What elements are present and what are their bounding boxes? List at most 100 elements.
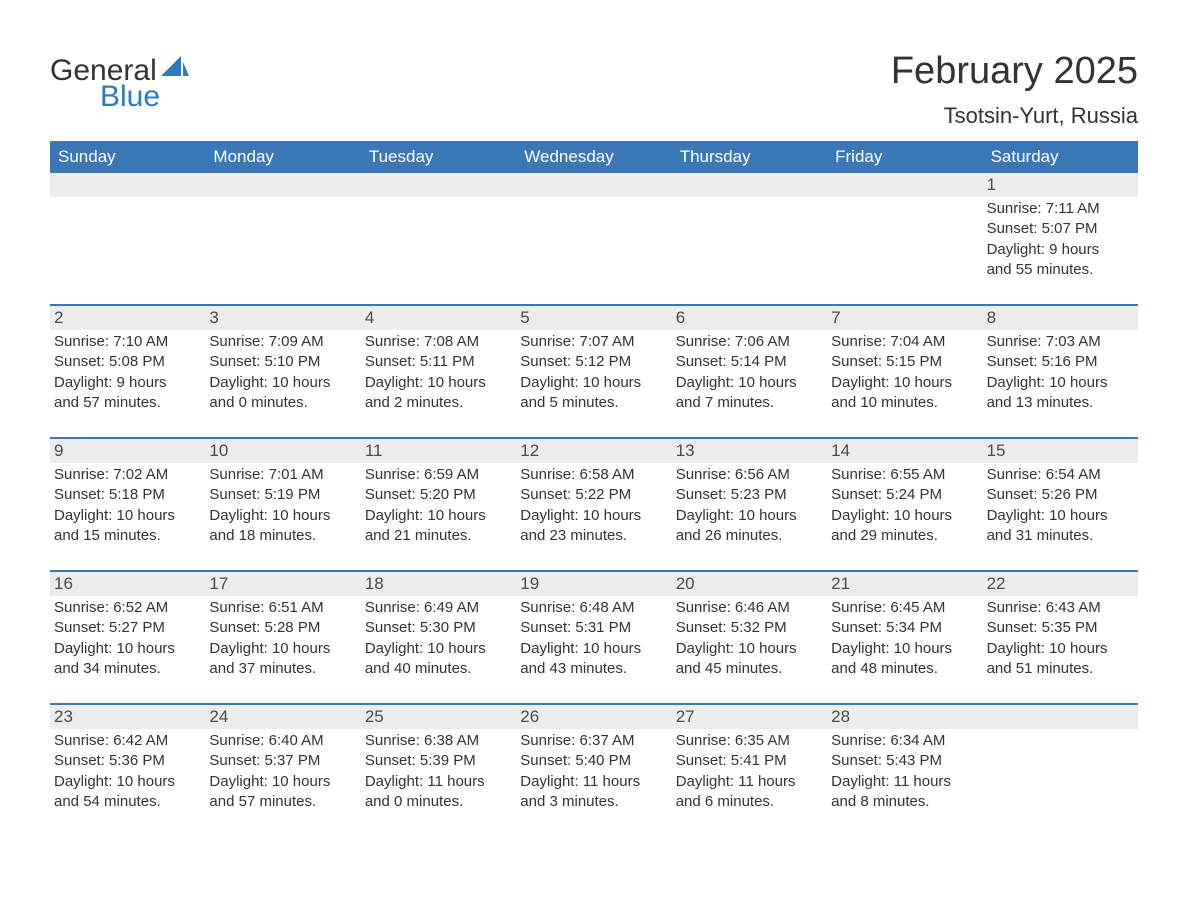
- day-details: Sunrise: 6:35 AMSunset: 5:41 PMDaylight:…: [676, 731, 819, 812]
- daylight-line-1: Daylight: 10 hours: [54, 506, 197, 526]
- day-details: Sunrise: 7:11 AMSunset: 5:07 PMDaylight:…: [987, 199, 1130, 280]
- sunrise-line: Sunrise: 6:45 AM: [831, 598, 974, 618]
- day-number-empty: [983, 705, 1138, 729]
- day-cell: 8Sunrise: 7:03 AMSunset: 5:16 PMDaylight…: [983, 306, 1138, 419]
- day-cell: 10Sunrise: 7:01 AMSunset: 5:19 PMDayligh…: [205, 439, 360, 552]
- daylight-line-1: Daylight: 10 hours: [831, 639, 974, 659]
- daylight-line-1: Daylight: 10 hours: [831, 506, 974, 526]
- sunset-line: Sunset: 5:28 PM: [209, 618, 352, 638]
- day-cell: 6Sunrise: 7:06 AMSunset: 5:14 PMDaylight…: [672, 306, 827, 419]
- daylight-line-1: Daylight: 10 hours: [676, 639, 819, 659]
- sunset-line: Sunset: 5:07 PM: [987, 219, 1130, 239]
- day-cell: 23Sunrise: 6:42 AMSunset: 5:36 PMDayligh…: [50, 705, 205, 818]
- day-cell: 5Sunrise: 7:07 AMSunset: 5:12 PMDaylight…: [516, 306, 671, 419]
- weekday-cell: Sunday: [50, 141, 205, 173]
- week-row: 2Sunrise: 7:10 AMSunset: 5:08 PMDaylight…: [50, 304, 1138, 419]
- daylight-line-2: and 15 minutes.: [54, 526, 197, 546]
- header-row: General Blue February 2025 Tsotsin-Yurt,…: [50, 50, 1138, 129]
- sunrise-line: Sunrise: 6:46 AM: [676, 598, 819, 618]
- day-number-empty: [50, 173, 205, 197]
- day-details: Sunrise: 6:42 AMSunset: 5:36 PMDaylight:…: [54, 731, 197, 812]
- day-cell: 21Sunrise: 6:45 AMSunset: 5:34 PMDayligh…: [827, 572, 982, 685]
- day-details: Sunrise: 6:40 AMSunset: 5:37 PMDaylight:…: [209, 731, 352, 812]
- sunset-line: Sunset: 5:43 PM: [831, 751, 974, 771]
- daylight-line-2: and 10 minutes.: [831, 393, 974, 413]
- daylight-line-1: Daylight: 10 hours: [54, 639, 197, 659]
- sunrise-line: Sunrise: 6:52 AM: [54, 598, 197, 618]
- day-number-empty: [827, 173, 982, 197]
- sunrise-line: Sunrise: 6:37 AM: [520, 731, 663, 751]
- day-cell: 18Sunrise: 6:49 AMSunset: 5:30 PMDayligh…: [361, 572, 516, 685]
- day-number: 3: [205, 306, 360, 330]
- day-cell: [672, 173, 827, 286]
- day-number: 7: [827, 306, 982, 330]
- day-details: Sunrise: 6:56 AMSunset: 5:23 PMDaylight:…: [676, 465, 819, 546]
- daylight-line-2: and 2 minutes.: [365, 393, 508, 413]
- day-number: 9: [50, 439, 205, 463]
- daylight-line-2: and 0 minutes.: [365, 792, 508, 812]
- daylight-line-2: and 40 minutes.: [365, 659, 508, 679]
- day-number: 25: [361, 705, 516, 729]
- day-number: 26: [516, 705, 671, 729]
- sunrise-line: Sunrise: 6:51 AM: [209, 598, 352, 618]
- sunrise-line: Sunrise: 7:04 AM: [831, 332, 974, 352]
- daylight-line-2: and 51 minutes.: [987, 659, 1130, 679]
- sunset-line: Sunset: 5:23 PM: [676, 485, 819, 505]
- sunset-line: Sunset: 5:24 PM: [831, 485, 974, 505]
- logo-sail-icon: [161, 56, 189, 85]
- sunrise-line: Sunrise: 6:35 AM: [676, 731, 819, 751]
- daylight-line-1: Daylight: 11 hours: [520, 772, 663, 792]
- daylight-line-2: and 8 minutes.: [831, 792, 974, 812]
- daylight-line-1: Daylight: 10 hours: [676, 506, 819, 526]
- sunset-line: Sunset: 5:12 PM: [520, 352, 663, 372]
- day-number: 16: [50, 572, 205, 596]
- daylight-line-1: Daylight: 10 hours: [365, 373, 508, 393]
- day-details: Sunrise: 7:10 AMSunset: 5:08 PMDaylight:…: [54, 332, 197, 413]
- day-cell: 26Sunrise: 6:37 AMSunset: 5:40 PMDayligh…: [516, 705, 671, 818]
- sunset-line: Sunset: 5:30 PM: [365, 618, 508, 638]
- day-number: 17: [205, 572, 360, 596]
- day-details: Sunrise: 7:09 AMSunset: 5:10 PMDaylight:…: [209, 332, 352, 413]
- calendar-page: General Blue February 2025 Tsotsin-Yurt,…: [0, 0, 1188, 848]
- day-details: Sunrise: 7:07 AMSunset: 5:12 PMDaylight:…: [520, 332, 663, 413]
- day-number-empty: [672, 173, 827, 197]
- week-row: 9Sunrise: 7:02 AMSunset: 5:18 PMDaylight…: [50, 437, 1138, 552]
- day-number: 18: [361, 572, 516, 596]
- logo-text-block: General Blue: [50, 56, 189, 112]
- daylight-line-1: Daylight: 10 hours: [520, 506, 663, 526]
- day-number: 11: [361, 439, 516, 463]
- sunset-line: Sunset: 5:39 PM: [365, 751, 508, 771]
- day-cell: 22Sunrise: 6:43 AMSunset: 5:35 PMDayligh…: [983, 572, 1138, 685]
- sunrise-line: Sunrise: 6:40 AM: [209, 731, 352, 751]
- day-details: Sunrise: 6:34 AMSunset: 5:43 PMDaylight:…: [831, 731, 974, 812]
- sunrise-line: Sunrise: 6:56 AM: [676, 465, 819, 485]
- day-details: Sunrise: 6:48 AMSunset: 5:31 PMDaylight:…: [520, 598, 663, 679]
- sunrise-line: Sunrise: 6:55 AM: [831, 465, 974, 485]
- title-block: February 2025 Tsotsin-Yurt, Russia: [891, 50, 1138, 129]
- daylight-line-1: Daylight: 10 hours: [520, 639, 663, 659]
- daylight-line-2: and 23 minutes.: [520, 526, 663, 546]
- weeks-container: 1Sunrise: 7:11 AMSunset: 5:07 PMDaylight…: [50, 173, 1138, 818]
- day-details: Sunrise: 6:38 AMSunset: 5:39 PMDaylight:…: [365, 731, 508, 812]
- daylight-line-2: and 7 minutes.: [676, 393, 819, 413]
- sunrise-line: Sunrise: 6:38 AM: [365, 731, 508, 751]
- day-number: 19: [516, 572, 671, 596]
- day-cell: 13Sunrise: 6:56 AMSunset: 5:23 PMDayligh…: [672, 439, 827, 552]
- weekday-cell: Saturday: [983, 141, 1138, 173]
- day-cell: 17Sunrise: 6:51 AMSunset: 5:28 PMDayligh…: [205, 572, 360, 685]
- day-details: Sunrise: 7:03 AMSunset: 5:16 PMDaylight:…: [987, 332, 1130, 413]
- day-number-empty: [516, 173, 671, 197]
- day-number: 13: [672, 439, 827, 463]
- sunrise-line: Sunrise: 6:34 AM: [831, 731, 974, 751]
- day-details: Sunrise: 6:37 AMSunset: 5:40 PMDaylight:…: [520, 731, 663, 812]
- day-details: Sunrise: 6:43 AMSunset: 5:35 PMDaylight:…: [987, 598, 1130, 679]
- week-row: 1Sunrise: 7:11 AMSunset: 5:07 PMDaylight…: [50, 173, 1138, 286]
- day-cell: [361, 173, 516, 286]
- day-cell: 24Sunrise: 6:40 AMSunset: 5:37 PMDayligh…: [205, 705, 360, 818]
- sunset-line: Sunset: 5:20 PM: [365, 485, 508, 505]
- week-row: 16Sunrise: 6:52 AMSunset: 5:27 PMDayligh…: [50, 570, 1138, 685]
- daylight-line-1: Daylight: 11 hours: [831, 772, 974, 792]
- daylight-line-1: Daylight: 11 hours: [676, 772, 819, 792]
- day-cell: [516, 173, 671, 286]
- sunset-line: Sunset: 5:31 PM: [520, 618, 663, 638]
